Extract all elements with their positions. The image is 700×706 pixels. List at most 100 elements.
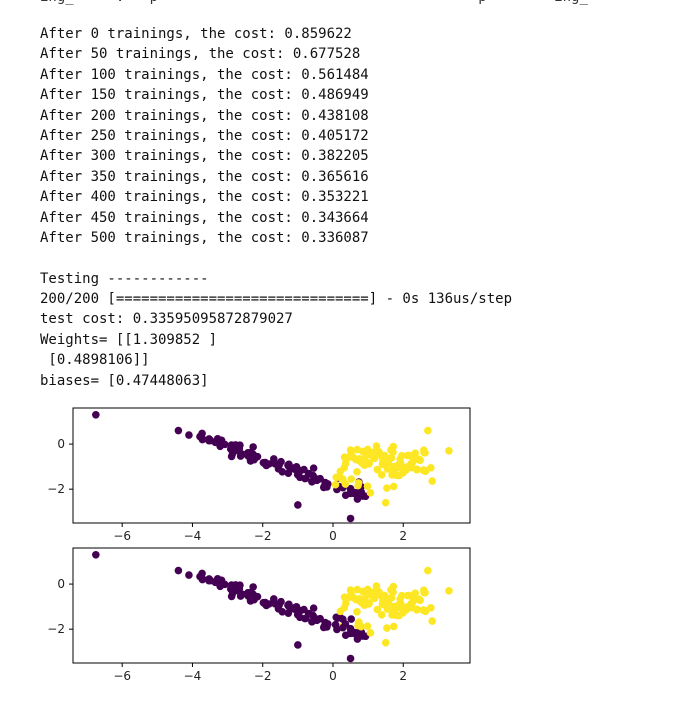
scatter-point: [249, 583, 257, 591]
scatter-point: [92, 550, 100, 559]
testing-output-line: Weights= [[1.309852 ]: [40, 331, 218, 348]
scatter-point: [341, 491, 350, 500]
scatter-point: [340, 453, 349, 462]
scatter-point: [331, 620, 340, 629]
scatter-point: [347, 588, 356, 596]
scatter-point: [370, 588, 379, 596]
training-log-line: After 150 trainings, the cost: 0.486949: [40, 87, 369, 104]
scatter-point: [275, 601, 283, 609]
scatter-point: [302, 474, 310, 483]
scatter-point: [389, 588, 397, 597]
scatter-point: [300, 605, 308, 614]
scatter-point: [294, 641, 302, 649]
scatter-point: [353, 495, 362, 503]
scatter-point: [420, 448, 428, 457]
scatter-point: [205, 575, 213, 583]
testing-output-line: biases= [0.47448063]: [40, 372, 209, 389]
scatter-point: [309, 604, 318, 612]
scatter-point: [347, 448, 356, 456]
scatter-point: [383, 624, 391, 632]
scatter-point: [346, 514, 355, 523]
scatter-point: [262, 601, 271, 610]
scatter-point: [346, 484, 355, 493]
x-tick-label: 0: [329, 529, 337, 543]
scatter-point: [390, 607, 398, 615]
training-log-line: After 350 trainings, the cost: 0.365616: [40, 168, 369, 185]
scatter-point: [294, 501, 302, 509]
scatter-point: [331, 480, 340, 489]
training-log-line: After 200 trainings, the cost: 0.438108: [40, 107, 369, 124]
scatter-point: [229, 442, 238, 451]
scatter-point: [389, 622, 398, 631]
x-tick-label: −4: [184, 529, 202, 543]
x-tick-label: 2: [399, 669, 407, 683]
scatter-point: [363, 458, 372, 467]
scatter-point: [323, 623, 331, 631]
axes-frame: [72, 547, 471, 664]
scatter-point: [238, 450, 247, 459]
scatter-point: [366, 629, 375, 637]
scatter-point: [262, 461, 271, 470]
scatter-point: [323, 483, 331, 491]
scatter-point: [213, 434, 222, 443]
scatter-point: [293, 470, 302, 479]
scatter-point: [355, 456, 364, 465]
scatter-point: [354, 619, 363, 627]
notebook-output: After 0 trainings, the cost: 0.859622 Aft…: [40, 24, 512, 391]
testing-output-line: 200/200 [==============================]…: [40, 291, 513, 308]
scatter-point: [445, 587, 453, 595]
scatter-point: [353, 635, 362, 643]
scatter-point: [220, 440, 229, 449]
scatter-figure: −6 −4 −2 0 2 0 −2 −6 −4 −2 0 2 0 −2: [47, 407, 471, 683]
scatter-point: [399, 608, 407, 617]
scatter-point: [372, 442, 381, 450]
scatter-point: [420, 588, 428, 597]
scatter-point: [389, 482, 398, 491]
scatter-point: [428, 477, 437, 485]
scatter-point: [399, 468, 407, 477]
scatter-point: [286, 604, 295, 613]
scatter-point: [227, 452, 236, 461]
scatter-point: [397, 601, 405, 610]
scatter-point: [341, 631, 350, 640]
scatter-point: [353, 445, 362, 454]
scatter-point: [445, 447, 453, 455]
scatter-point: [336, 467, 345, 476]
x-tick-label: 0: [329, 669, 337, 683]
scatter-point: [286, 464, 295, 473]
testing-output-line: test cost: 0.33595095872879027: [40, 311, 293, 328]
scatter-point: [377, 611, 386, 619]
scatter-point: [381, 498, 390, 507]
y-tick-label: 0: [57, 577, 65, 591]
scatter-point: [341, 480, 350, 488]
scatter-point: [389, 582, 398, 591]
scatter-point: [424, 426, 432, 435]
scatter-point: [347, 615, 356, 623]
scatter-point: [249, 590, 257, 599]
scatter-point: [390, 467, 398, 475]
x-tick-label: −2: [254, 529, 272, 543]
scatter-point: [419, 606, 428, 614]
scatter-point: [383, 484, 391, 492]
scatter-point: [292, 603, 301, 611]
blank-line: [40, 248, 512, 268]
scatter-point: [341, 620, 350, 628]
testing-output-line: [0.4898106]]: [40, 352, 150, 369]
scatter-point: [332, 473, 341, 482]
scatter-point: [397, 461, 405, 470]
scatter-point: [302, 614, 310, 623]
scatter-point: [389, 448, 397, 457]
scatter-point: [313, 615, 322, 623]
scatter-point: [292, 463, 301, 471]
axes-frame: [72, 407, 471, 524]
scatter-point: [353, 467, 361, 476]
scatter-point: [220, 580, 229, 589]
scatter-point: [363, 622, 372, 630]
scatter-point: [332, 613, 341, 622]
scatter-point: [278, 607, 287, 616]
scatter-plot: −6 −4 −2 0 2 0 −2: [47, 407, 471, 543]
scatter-point: [336, 607, 345, 616]
scatter-point: [413, 465, 421, 474]
training-log-line: After 50 trainings, the cost: 0.677528: [40, 46, 361, 63]
scatter-point: [428, 617, 437, 625]
